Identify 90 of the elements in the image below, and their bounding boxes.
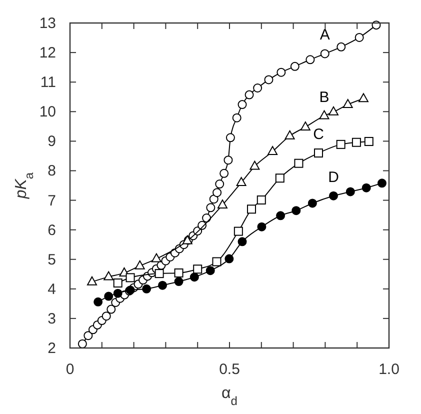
point [151, 253, 162, 262]
point [292, 206, 301, 216]
point [319, 110, 330, 120]
point [306, 55, 315, 64]
point [314, 148, 323, 158]
point [206, 203, 216, 212]
y-tick-label: 12 [39, 44, 56, 62]
point [232, 113, 242, 122]
point [364, 136, 374, 146]
series-label: C [313, 126, 324, 143]
y-tick-label: 5 [48, 251, 56, 268]
point [113, 278, 122, 288]
point [308, 198, 317, 208]
y-tick-label: 8 [48, 162, 56, 180]
point [328, 106, 338, 116]
point [215, 180, 224, 189]
point [134, 260, 145, 270]
point [377, 178, 386, 188]
point [113, 288, 122, 298]
point [290, 62, 300, 71]
point [284, 130, 295, 140]
point [354, 32, 364, 42]
point [342, 99, 353, 108]
y-tick-label: 3 [48, 310, 56, 328]
point [268, 146, 278, 156]
point [234, 226, 243, 236]
point [224, 254, 234, 264]
point [174, 268, 184, 278]
point [294, 158, 304, 168]
point [158, 280, 168, 290]
point [154, 269, 164, 278]
point [212, 257, 222, 266]
point [256, 195, 266, 204]
point [142, 284, 152, 294]
point [320, 49, 330, 58]
y-tick-label: 4 [48, 280, 56, 298]
point [253, 84, 262, 92]
x-axis-title: α$_{d}$ [222, 385, 238, 408]
point [212, 188, 222, 198]
point [244, 90, 254, 100]
point [126, 273, 135, 282]
point [220, 168, 229, 178]
point [276, 68, 286, 77]
point [264, 75, 274, 84]
y-tick-label: 13 [39, 15, 56, 32]
point [226, 133, 235, 142]
point [94, 297, 103, 306]
point [78, 339, 87, 348]
y-tick-label: 9 [48, 133, 56, 150]
point [276, 211, 286, 220]
point [300, 122, 310, 130]
point [217, 200, 228, 208]
point [102, 312, 111, 321]
point [209, 194, 218, 204]
point [174, 277, 184, 286]
point [104, 271, 114, 280]
point [352, 138, 361, 147]
point [87, 276, 98, 286]
point [257, 222, 266, 232]
point [190, 272, 199, 282]
point [206, 266, 215, 276]
y-tick-label: 11 [40, 74, 56, 92]
series-label: B [319, 88, 330, 106]
point [336, 140, 346, 149]
point [106, 304, 116, 314]
y-tick-label: 6 [48, 222, 56, 239]
point [358, 93, 368, 102]
series-label: D [328, 168, 340, 186]
point [250, 160, 260, 170]
y-tick-label: 7 [48, 192, 56, 210]
point [362, 183, 371, 192]
point [336, 42, 346, 52]
point [328, 191, 338, 200]
point [84, 331, 93, 340]
point [104, 292, 114, 301]
x-tick-label: 0.5 [219, 361, 240, 378]
y-tick-label: 10 [39, 104, 56, 121]
x-tick-label: 1.0 [378, 361, 400, 378]
series-label: A [320, 26, 330, 44]
point [224, 156, 233, 165]
point [236, 177, 246, 186]
point [238, 237, 247, 246]
point [247, 204, 256, 214]
point [238, 100, 247, 110]
point [193, 264, 202, 274]
x-tick-label: 0 [66, 361, 74, 378]
point [346, 187, 355, 196]
point [202, 214, 212, 222]
point [275, 174, 284, 183]
y-tick-label: 2 [48, 340, 56, 357]
